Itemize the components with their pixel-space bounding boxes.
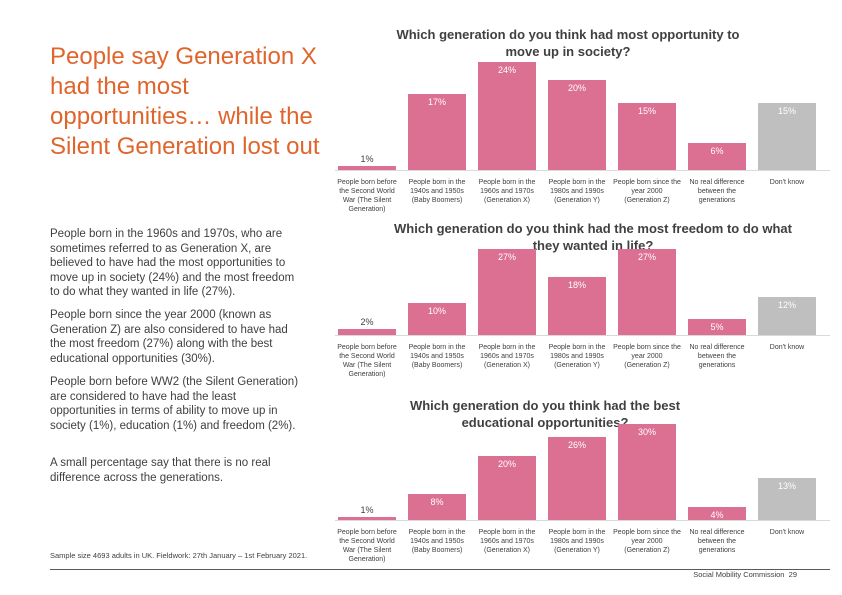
paragraph-gen-x: People born in the 1960s and 1970s, who … xyxy=(50,228,295,298)
category-label: People born since the year 2000 (Generat… xyxy=(613,344,681,369)
bar-value-label: 15% xyxy=(777,105,796,116)
chart-1-opportunity: 1% People born before the Second World Wa… xyxy=(330,0,830,220)
bar xyxy=(688,143,746,170)
footer-organisation: Social Mobility Commission xyxy=(693,570,785,579)
category-label: No real difference between the generatio… xyxy=(689,344,745,369)
footer: Social Mobility Commission 29 xyxy=(693,570,797,579)
chart-2-freedom: 2% People born before the Second World Wa… xyxy=(330,0,830,390)
page-number: 29 xyxy=(788,570,797,579)
bar xyxy=(478,62,536,170)
paragraph-gen-z: People born since the year 2000 (known a… xyxy=(50,309,288,365)
bar-value-label: 20% xyxy=(497,459,516,469)
bar-value-label: 24% xyxy=(497,65,516,75)
bar xyxy=(758,102,816,170)
bar-value-label: 1% xyxy=(360,504,374,515)
bar xyxy=(338,165,396,170)
page-heading: People say Generation X had the most opp… xyxy=(50,43,320,160)
paragraph-no-difference: A small percentage say that there is no … xyxy=(50,457,271,484)
bar xyxy=(548,80,606,170)
bar-value-label: 1% xyxy=(360,153,374,164)
category-label: People born in the 1960s and 1970s (Gene… xyxy=(478,529,536,554)
bar-value-label: 5% xyxy=(710,322,724,332)
category-label: Don't know xyxy=(769,344,805,351)
bar-value-label: 17% xyxy=(427,96,446,107)
bar-value-label: 2% xyxy=(360,316,374,327)
footer-divider xyxy=(50,569,830,570)
chart-3-title: Which generation do you think had the be… xyxy=(409,398,681,430)
bar xyxy=(618,424,676,520)
bar xyxy=(408,303,466,335)
bar xyxy=(338,328,396,335)
category-label: People born in the 1960s and 1970s (Gene… xyxy=(478,344,536,369)
bar-value-label: 13% xyxy=(777,481,796,492)
bar-value-label: 12% xyxy=(777,299,796,310)
bar xyxy=(408,93,466,170)
bar xyxy=(548,277,606,335)
category-label: No real difference between the generatio… xyxy=(689,529,745,554)
bar xyxy=(478,456,536,520)
bar-value-label: 27% xyxy=(497,251,516,262)
bar-value-label: 10% xyxy=(427,306,446,316)
paragraph-silent: People born before WW2 (the Silent Gener… xyxy=(50,376,299,432)
bar xyxy=(618,102,676,170)
bar xyxy=(478,248,536,335)
category-label: People born since the year 2000 (Generat… xyxy=(613,179,681,204)
category-label: People born in the 1980s and 1990s (Gene… xyxy=(548,529,606,554)
category-label: Don't know xyxy=(769,529,805,536)
bar-value-label: 6% xyxy=(710,146,724,156)
category-label: Don't know xyxy=(769,179,805,186)
bar xyxy=(688,319,746,335)
chart-axis xyxy=(335,520,830,521)
category-label: People born since the year 2000 (Generat… xyxy=(613,529,681,554)
bar xyxy=(688,507,746,520)
bar-value-label: 4% xyxy=(710,510,724,521)
category-label: People born in the 1960s and 1970s (Gene… xyxy=(478,179,536,204)
bar-value-label: 30% xyxy=(637,427,656,437)
bar-value-label: 26% xyxy=(567,439,586,450)
bar-value-label: 27% xyxy=(637,251,656,262)
category-label: People born before the Second World War … xyxy=(337,344,397,378)
category-label: People born in the 1980s and 1990s (Gene… xyxy=(548,344,606,369)
chart-axis xyxy=(335,170,830,171)
bar xyxy=(338,516,396,520)
bar xyxy=(618,248,676,335)
sample-note: Sample size 4693 adults in UK. Fieldwork… xyxy=(50,551,308,560)
category-label: No real difference between the generatio… xyxy=(689,179,745,204)
chart-axis xyxy=(335,335,830,336)
bar xyxy=(408,494,466,520)
category-label: People born in the 1940s and 1950s (Baby… xyxy=(408,529,466,554)
bar-value-label: 8% xyxy=(430,497,444,508)
category-label: People born in the 1940s and 1950s (Baby… xyxy=(408,344,466,369)
bar xyxy=(758,478,816,520)
bar-value-label: 18% xyxy=(567,280,586,291)
chart-1-title: Which generation do you think had most o… xyxy=(396,27,740,59)
category-label: People born before the Second World War … xyxy=(337,529,397,563)
bar-value-label: 15% xyxy=(637,105,656,116)
category-label: People born in the 1940s and 1950s (Baby… xyxy=(408,179,466,204)
category-label: People born in the 1980s and 1990s (Gene… xyxy=(548,179,606,204)
bar xyxy=(548,436,606,520)
category-label: People born before the Second World War … xyxy=(337,179,397,213)
bar-value-label: 20% xyxy=(567,83,586,93)
chart-3-education: 1% People born before the Second World Wa… xyxy=(330,0,830,570)
bar xyxy=(758,296,816,335)
